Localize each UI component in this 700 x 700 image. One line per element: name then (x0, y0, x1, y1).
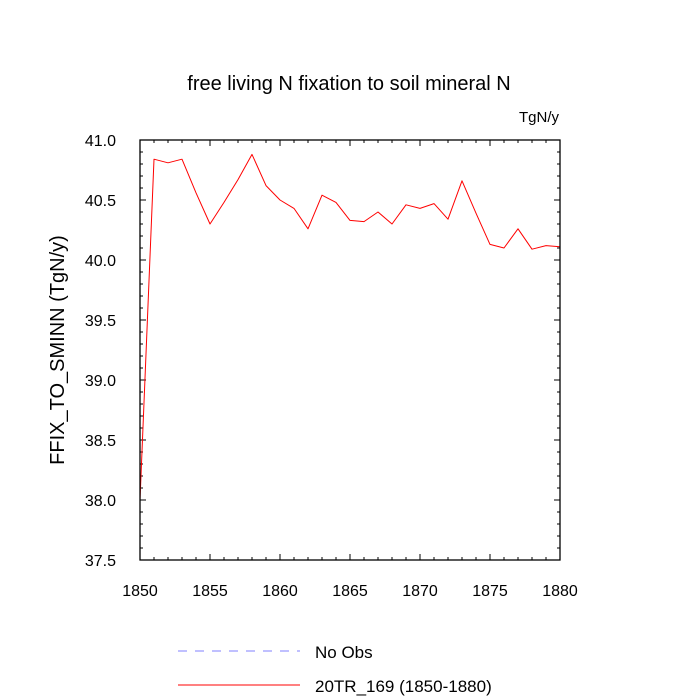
x-tick-label: 1880 (542, 583, 578, 600)
x-tick-label: 1870 (402, 583, 438, 600)
y-tick-label: 40.0 (85, 253, 116, 270)
y-tick-label: 39.5 (85, 313, 116, 330)
x-tick-label: 1850 (122, 583, 158, 600)
y-axis-label: FFIX_TO_SMINN (TgN/y) (47, 235, 69, 465)
major-ticks (139, 139, 561, 561)
minor-ticks (140, 140, 560, 560)
units-label: TgN/y (519, 109, 560, 126)
x-tick-label: 1865 (332, 583, 368, 600)
plot-frame (139, 139, 561, 561)
legend-label-no-obs: No Obs (315, 643, 373, 662)
series-lines (139, 153, 561, 501)
y-tick-label: 38.5 (85, 433, 116, 450)
y-tick-label: 38.0 (85, 493, 116, 510)
y-tick-label: 40.5 (85, 193, 116, 210)
x-tick-label: 1855 (192, 583, 228, 600)
x-tick-label: 1860 (262, 583, 298, 600)
legend: No Obs 20TR_169 (1850-1880) (178, 643, 492, 696)
y-tick-label: 37.5 (85, 553, 116, 570)
y-tick-label: 41.0 (85, 133, 116, 150)
legend-label-series: 20TR_169 (1850-1880) (315, 677, 492, 696)
series-line (139, 153, 561, 501)
y-tick-label: 39.0 (85, 373, 116, 390)
tick-labels: 1850 1855 1860 1865 1870 1875 1880 37.5 38.0 38.5… (85, 133, 578, 600)
x-tick-label: 1875 (472, 583, 508, 600)
plot-area: 1850 1855 1860 1865 1870 1875 1880 37.5 38.0 38.5… (85, 133, 578, 600)
chart-title: free living N fixation to soil mineral N (187, 73, 510, 95)
